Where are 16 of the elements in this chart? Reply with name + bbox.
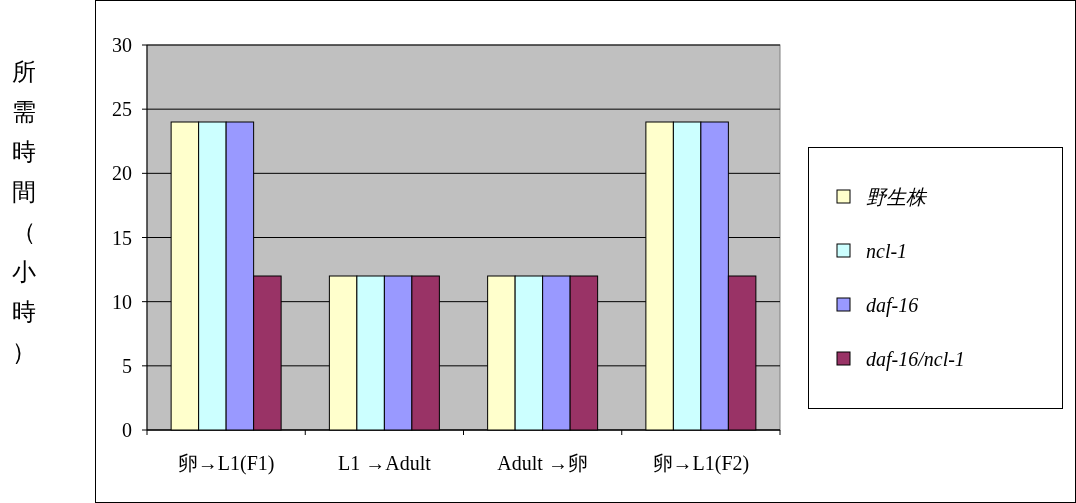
legend-label: daf-16/ncl-1 bbox=[866, 348, 965, 371]
y-tick-label: 5 bbox=[122, 354, 132, 377]
y-tick-label: 30 bbox=[112, 34, 132, 56]
legend-label: ncl-1 bbox=[866, 240, 908, 262]
y-tick-label: 20 bbox=[112, 162, 132, 185]
y-tick-label: 0 bbox=[122, 419, 132, 441]
y-axis-title: 所需時間（小時） bbox=[12, 59, 36, 365]
y-tick-label: 25 bbox=[112, 98, 132, 121]
y-tick-label: 10 bbox=[112, 290, 132, 313]
legend-label: daf-16 bbox=[866, 294, 919, 317]
x-tick-label: L1 →Adult bbox=[337, 452, 432, 474]
x-tick-label: Adult →卵 bbox=[497, 452, 588, 474]
legend-label: 野生株 bbox=[866, 186, 928, 208]
x-tick-label: 卵→L1(F2) bbox=[652, 452, 750, 475]
y-tick-label: 15 bbox=[112, 226, 132, 249]
x-tick-label: 卵→L1(F1) bbox=[177, 452, 275, 475]
